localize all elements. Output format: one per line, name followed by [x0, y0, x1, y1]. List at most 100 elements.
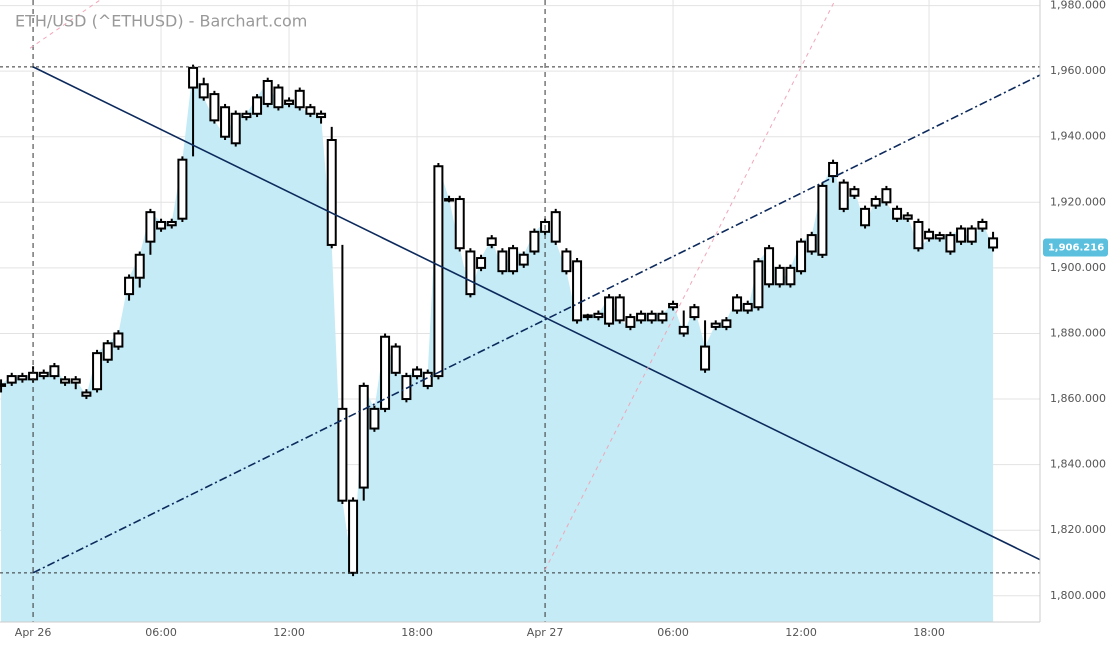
y-tick-label: 1,880.000	[1050, 326, 1106, 339]
candle-body	[273, 86, 284, 109]
candle-body	[593, 312, 604, 319]
candle-body	[305, 106, 316, 115]
candle-body	[284, 99, 295, 105]
candle-body	[6, 375, 17, 384]
candle-body	[860, 207, 871, 227]
y-tick-label: 1,840.000	[1050, 458, 1106, 471]
candle-body	[966, 227, 977, 243]
candle-body	[924, 230, 935, 240]
trend-line	[32, 74, 1041, 574]
candle-body	[476, 257, 487, 269]
candle-body	[561, 250, 572, 273]
candle-body	[870, 198, 881, 207]
x-tick-label: 12:00	[273, 626, 305, 639]
candle-body	[785, 266, 796, 286]
x-tick-label: 06:00	[145, 626, 177, 639]
candle-body	[710, 322, 721, 328]
candle-body	[326, 139, 337, 246]
candle-body	[102, 342, 113, 361]
y-tick-label: 1,940.000	[1050, 130, 1106, 143]
trend-line	[29, 0, 101, 49]
candle-body	[956, 227, 967, 243]
candle-body	[262, 79, 273, 105]
candle-body	[60, 378, 71, 384]
close-area	[1, 67, 994, 622]
trend-line	[32, 66, 1041, 561]
candle-body	[497, 250, 508, 273]
y-tick-label: 1,900.000	[1050, 261, 1106, 274]
candle-body	[198, 83, 209, 99]
candle-body	[412, 368, 423, 378]
candle-body	[945, 234, 956, 253]
candle-body	[0, 383, 7, 387]
candle-body	[465, 250, 476, 296]
candle-body	[529, 230, 540, 253]
candle-body	[230, 112, 241, 145]
candle-body	[444, 198, 455, 202]
candle-body	[316, 112, 327, 119]
candle-body	[550, 211, 561, 243]
candle-body	[38, 371, 49, 378]
candle-body	[646, 312, 657, 322]
candle-body	[348, 499, 359, 574]
last-price-box	[1043, 238, 1108, 257]
candle-body	[892, 207, 903, 220]
candle-body	[380, 335, 391, 410]
candle-body	[113, 332, 124, 348]
candle-body	[636, 312, 647, 322]
candle-body	[188, 66, 199, 89]
candle-body	[721, 319, 732, 328]
y-tick-label: 1,960.000	[1050, 64, 1106, 77]
candle-body	[582, 314, 593, 319]
x-tick-label: 18:00	[913, 626, 945, 639]
candle-body	[913, 220, 924, 250]
candle-body	[742, 302, 753, 312]
x-tick-label: 18:00	[401, 626, 433, 639]
candle-body	[796, 240, 807, 273]
candle-body	[838, 181, 849, 210]
candle-body	[614, 296, 625, 322]
candle-body	[764, 247, 775, 286]
candle-body	[17, 375, 28, 381]
candle-body	[294, 89, 305, 109]
candle-body	[988, 237, 999, 249]
candle-body	[49, 365, 60, 378]
candle-body	[657, 312, 668, 322]
candle-body	[454, 198, 465, 250]
candle-body	[689, 306, 700, 319]
candle-body	[209, 93, 220, 122]
candle-body	[774, 266, 785, 286]
y-tick-label: 1,800.000	[1050, 589, 1106, 602]
candle-body	[977, 220, 988, 230]
candle-body	[220, 106, 231, 138]
candle-body	[241, 112, 252, 119]
candle-body	[806, 234, 817, 253]
y-tick-label: 1,980.000	[1050, 0, 1106, 12]
candle-body	[881, 188, 892, 204]
candle-body	[486, 237, 497, 246]
y-tick-label: 1,920.000	[1050, 195, 1106, 208]
candle-body	[70, 378, 81, 384]
candle-body	[572, 260, 583, 322]
candle-body	[369, 407, 380, 430]
candle-body	[678, 325, 689, 335]
candle-body	[625, 316, 636, 328]
candle-body	[902, 214, 913, 220]
candle-body	[604, 296, 615, 325]
candle-body	[433, 165, 444, 378]
x-tick-label: Apr 27	[527, 626, 564, 639]
y-tick-label: 1,820.000	[1050, 523, 1106, 536]
candle-body	[177, 158, 188, 220]
candle-body	[817, 184, 828, 256]
candle-body	[145, 211, 156, 243]
candle-body	[934, 234, 945, 240]
x-tick-label: Apr 26	[15, 626, 52, 639]
candle-body	[124, 276, 135, 296]
candle-body	[732, 296, 743, 312]
candle-body	[358, 384, 369, 489]
candle-body	[166, 220, 177, 227]
x-tick-label: 12:00	[785, 626, 817, 639]
y-tick-label: 1,860.000	[1050, 392, 1106, 405]
candle-body	[828, 161, 839, 178]
candle-body	[134, 253, 145, 279]
